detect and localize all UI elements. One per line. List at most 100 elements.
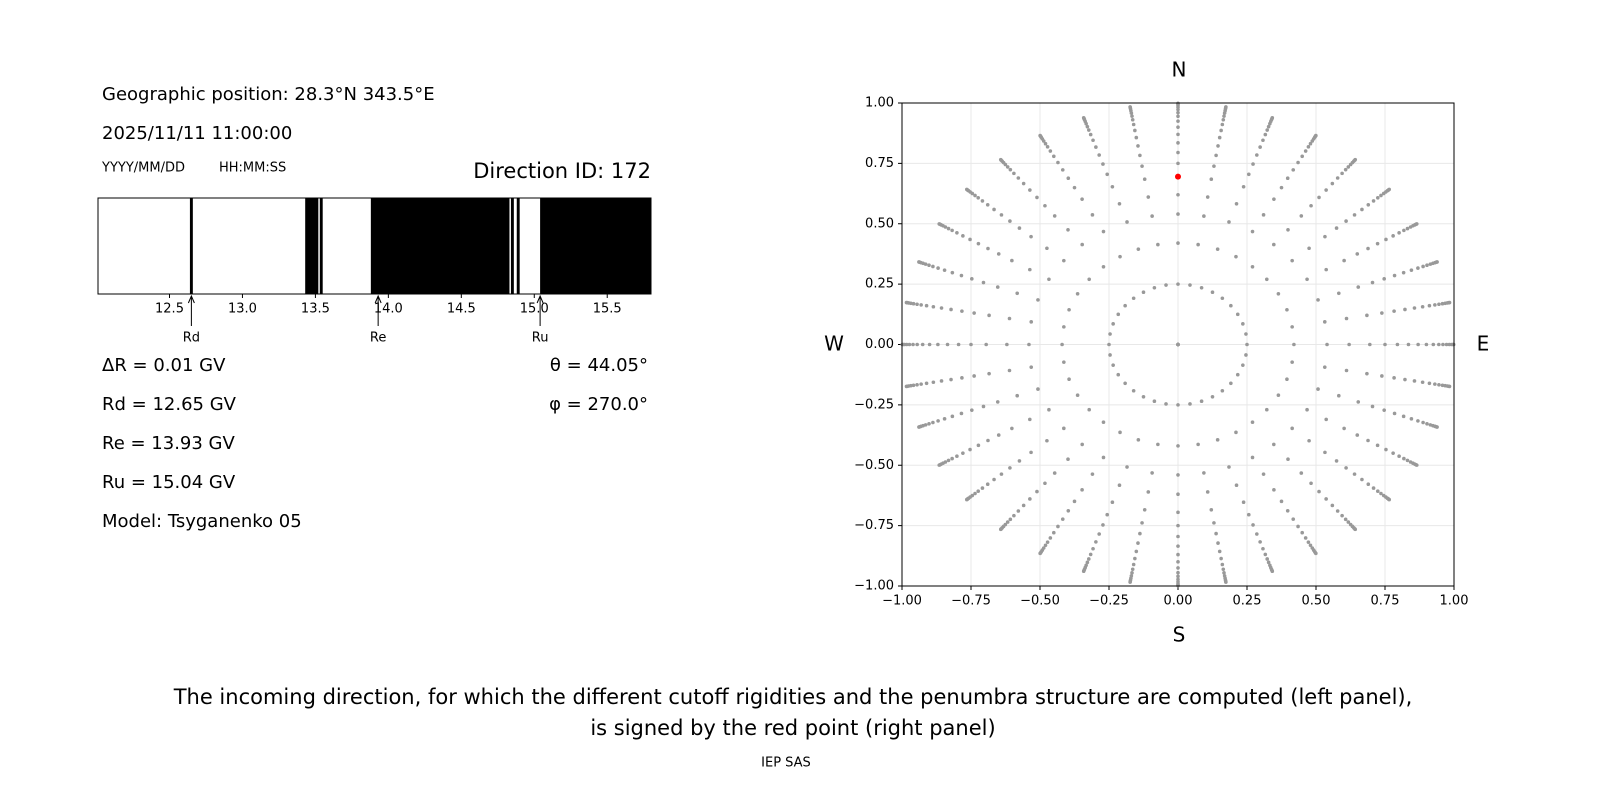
- direction-point: [1384, 447, 1388, 452]
- direction-point: [1117, 201, 1122, 206]
- direction-point: [919, 303, 923, 307]
- direction-point: [1406, 342, 1411, 347]
- direction-point: [1052, 154, 1056, 159]
- direction-point: [1043, 203, 1047, 208]
- direction-point: [920, 342, 925, 347]
- direction-point: [955, 454, 959, 458]
- direction-point: [1176, 566, 1180, 570]
- direction-point: [986, 246, 990, 251]
- direction-point: [1392, 411, 1397, 416]
- direction-point: [1234, 201, 1239, 206]
- direction-point: [1355, 252, 1360, 256]
- direction-point: [1379, 491, 1383, 496]
- direction-point: [936, 342, 940, 347]
- direction-point: [1371, 486, 1376, 490]
- direction-point: [915, 382, 919, 387]
- direction-point: [1212, 164, 1216, 168]
- direction-point: [996, 433, 1001, 437]
- direction-point: [1335, 509, 1340, 513]
- direction-point: [1220, 562, 1225, 567]
- direction-point: [1227, 220, 1231, 224]
- direction-point: [1344, 316, 1349, 321]
- direction-point: [1125, 220, 1129, 224]
- direction-point: [1125, 465, 1129, 469]
- direction-point: [1224, 105, 1228, 109]
- direction-point: [950, 270, 955, 275]
- direction-point: [1425, 421, 1429, 426]
- direction-point: [1272, 242, 1276, 247]
- model: Model: Tsyganenko 05: [102, 511, 302, 532]
- direction-point: [1209, 177, 1214, 182]
- direction-point: [1176, 161, 1180, 166]
- direction-point: [1309, 481, 1313, 486]
- direction-point: [1263, 132, 1268, 137]
- direction-point: [1123, 303, 1127, 308]
- direction-point: [1435, 425, 1439, 429]
- direction-point: [1062, 325, 1066, 329]
- direction-point: [1244, 353, 1248, 357]
- direction-point: [1017, 459, 1022, 463]
- direction-point: [1391, 234, 1395, 238]
- direction-point: [1270, 115, 1275, 120]
- direction-point: [1300, 530, 1304, 535]
- direction-point: [1296, 160, 1300, 165]
- direction-point: [1241, 363, 1245, 367]
- direction-point: [1250, 229, 1255, 234]
- direction-point: [1222, 571, 1226, 575]
- direction-point: [1176, 492, 1180, 497]
- direction-point: [1370, 280, 1375, 285]
- direction-point: [1352, 213, 1357, 217]
- direction-point: [1234, 430, 1238, 435]
- direction-point: [986, 438, 990, 443]
- direction-point: [1409, 417, 1414, 421]
- direction-point: [998, 157, 1003, 162]
- direction-point: [1110, 184, 1115, 189]
- direction-point: [976, 489, 981, 493]
- direction-point: [1043, 141, 1048, 146]
- direction-point: [1305, 407, 1309, 412]
- direction-point: [1202, 471, 1206, 475]
- forbidden-band: [319, 198, 323, 294]
- direction-point: [1008, 466, 1012, 470]
- direction-point: [1337, 393, 1341, 398]
- direction-point: [1045, 438, 1049, 443]
- direction-point: [1258, 145, 1262, 149]
- direction-point: [1176, 119, 1180, 123]
- direction-point: [976, 241, 981, 246]
- direction-point: [1075, 291, 1080, 296]
- direction-point: [1379, 193, 1383, 198]
- direction-point: [1090, 213, 1095, 217]
- direction-point: [1285, 377, 1289, 381]
- direction-point: [1255, 532, 1259, 536]
- direction-point: [1028, 188, 1032, 192]
- direction-point: [1038, 551, 1042, 556]
- compass-s: S: [1173, 623, 1186, 647]
- direction-point: [1133, 128, 1137, 133]
- direction-point: [1383, 342, 1387, 347]
- direction-point: [1352, 472, 1357, 476]
- direction-point: [973, 491, 977, 496]
- direction-point: [1403, 377, 1407, 382]
- direction-point: [1444, 342, 1449, 347]
- direction-point: [1029, 365, 1034, 369]
- cutoff-arrow: [374, 294, 382, 326]
- direction-point: [1131, 122, 1136, 127]
- direction-point: [1397, 231, 1401, 235]
- direction-point: [1090, 472, 1095, 476]
- direction-point: [1156, 242, 1160, 247]
- direction-point: [1296, 524, 1300, 529]
- direction-point: [1012, 513, 1016, 518]
- direction-point: [1292, 342, 1296, 347]
- direction-point: [1220, 122, 1225, 127]
- direction-point: [1176, 125, 1180, 129]
- direction-point: [1134, 549, 1139, 554]
- direction-point: [968, 237, 972, 242]
- direction-point: [980, 486, 985, 490]
- direction-point: [924, 381, 929, 386]
- direction-point: [1322, 320, 1327, 324]
- direction-point: [1235, 372, 1240, 377]
- direction-point: [946, 226, 951, 231]
- cutoff-value: Rd = 12.65 GV: [102, 394, 237, 415]
- direction-point: [1229, 381, 1233, 386]
- direction-point: [1344, 219, 1348, 223]
